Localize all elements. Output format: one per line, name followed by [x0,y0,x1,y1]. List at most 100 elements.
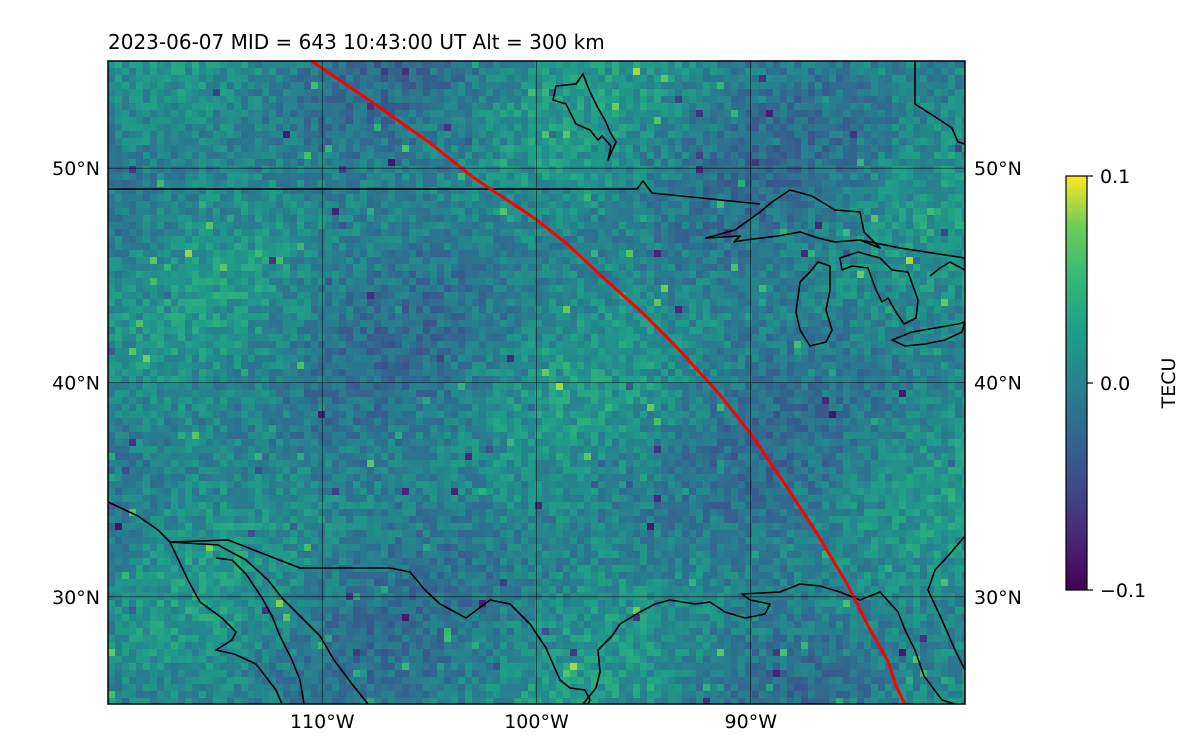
heatmap-cell [402,327,410,335]
heatmap-cell [402,306,410,314]
heatmap-cell [472,117,480,125]
heatmap-cell [920,222,928,230]
heatmap-cell [857,250,865,258]
heatmap-cell [514,208,522,216]
heatmap-cell [500,166,508,174]
heatmap-cell [423,250,431,258]
heatmap-cell [178,292,186,300]
heatmap-cell [346,96,354,104]
heatmap-cell [738,306,746,314]
heatmap-cell [654,68,662,76]
heatmap-cell [122,75,130,83]
heatmap-cell [885,145,893,153]
heatmap-cell [563,341,571,349]
heatmap-cell [738,334,746,342]
heatmap-cell [857,173,865,181]
heatmap-cell [731,250,739,258]
heatmap-cell [388,68,396,76]
heatmap-cell [528,194,536,202]
heatmap-cell [731,131,739,139]
heatmap-cell [822,334,830,342]
heatmap-cell [871,124,879,132]
heatmap-cell [367,145,375,153]
heatmap-cell [696,208,704,216]
heatmap-cell [864,96,872,104]
heatmap-cell [654,264,662,272]
heatmap-cell [206,215,214,223]
heatmap-cell [766,236,774,244]
heatmap-cell [409,299,417,307]
heatmap-cell [521,243,529,251]
heatmap-cell [675,208,683,216]
heatmap-cell [822,68,830,76]
heatmap-cell [220,89,228,97]
heatmap-cell [794,278,802,286]
heatmap-cell [962,187,965,195]
heatmap-cell [605,299,613,307]
heatmap-cell [955,306,963,314]
heatmap-cell [500,96,508,104]
heatmap-cell [787,103,795,111]
heatmap-cell [528,236,536,244]
heatmap-cell [150,285,158,293]
heatmap-cell [689,271,697,279]
heatmap-cell [290,131,298,139]
heatmap-cell [234,271,242,279]
heatmap-cell [248,68,256,76]
heatmap-cell [752,327,760,335]
heatmap-cell [843,159,851,167]
heatmap-cell [360,285,368,293]
heatmap-cell [934,236,942,244]
heatmap-cell [871,313,879,321]
heatmap-cell [178,278,186,286]
heatmap-cell [605,187,613,195]
heatmap-cell [885,166,893,174]
heatmap-cell [780,222,788,230]
heatmap-cell [381,222,389,230]
heatmap-cell [773,110,781,118]
heatmap-cell [178,159,186,167]
heatmap-cell [472,278,480,286]
heatmap-cell [360,271,368,279]
heatmap-cell [822,138,830,146]
heatmap-cell [843,103,851,111]
heatmap-cell [892,271,900,279]
heatmap-cell [192,138,200,146]
heatmap-cell [220,229,228,237]
heatmap-cell [276,236,284,244]
heatmap-cell [794,173,802,181]
heatmap-cell [206,117,214,125]
heatmap-cell [563,299,571,307]
heatmap-cell [752,89,760,97]
heatmap-cell [178,187,186,195]
heatmap-cell [220,61,228,69]
heatmap-cell [941,187,949,195]
heatmap-cell [801,194,809,202]
heatmap-cell [311,159,319,167]
heatmap-cell [766,327,774,335]
heatmap-cell [514,89,522,97]
heatmap-cell [402,250,410,258]
heatmap-cell [731,264,739,272]
heatmap-cell [423,96,431,104]
heatmap-cell [122,299,130,307]
heatmap-cell [269,124,277,132]
heatmap-cell [724,159,732,167]
heatmap-cell [465,173,473,181]
heatmap-cell [290,145,298,153]
heatmap-cell [857,124,865,132]
heatmap-cell [115,68,123,76]
heatmap-cell [486,75,494,83]
heatmap-cell [136,159,144,167]
heatmap-cell [759,61,767,69]
heatmap-cell [528,110,536,118]
heatmap-cell [304,89,312,97]
heatmap-cell [276,327,284,335]
heatmap-cell [381,145,389,153]
heatmap-cell [612,327,620,335]
heatmap-cell [157,145,165,153]
heatmap-cell [437,215,445,223]
heatmap-cell [374,215,382,223]
heatmap-cell [108,285,116,293]
heatmap-cell [710,222,718,230]
